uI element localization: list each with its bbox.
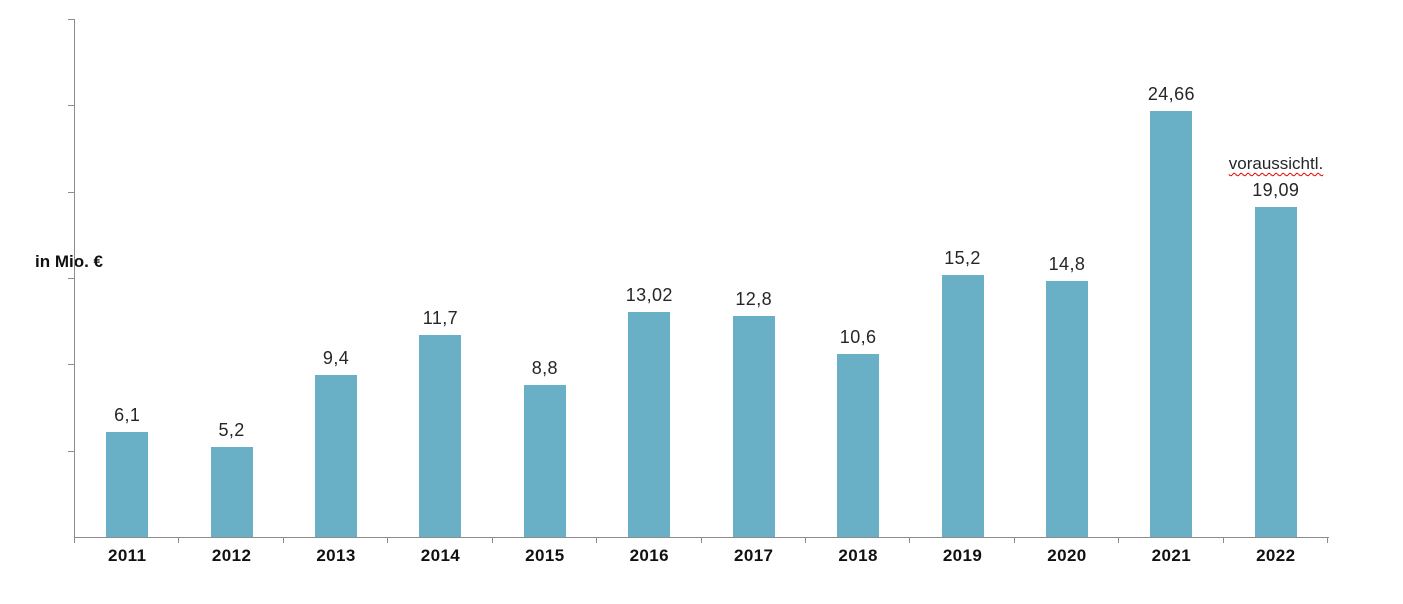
x-axis-tick	[1118, 537, 1119, 543]
category-label-2020: 2020	[1047, 546, 1087, 565]
category-label-2012: 2012	[211, 546, 252, 565]
category-label-2022: 2022	[1256, 546, 1296, 565]
plot-area: 6,1 2011 5,2 2012 9,4 2013 11,7 2014 8,8 2015 13,0…	[68, 19, 1329, 565]
bar-2016	[628, 312, 671, 537]
x-axis-tick	[283, 537, 284, 543]
value-label-2021: 24,66	[1147, 84, 1195, 105]
category-label-2011: 2011	[107, 546, 147, 565]
y-axis-tick	[68, 450, 75, 452]
annotation-voraussichtl: voraussichtl.	[1228, 154, 1324, 173]
category-label-2016: 2016	[629, 546, 669, 565]
bar-2011	[106, 431, 149, 537]
value-label-2018: 10,6	[839, 326, 877, 347]
y-axis-title: in Mio. €	[35, 252, 103, 271]
value-label-2011: 6,1	[114, 404, 141, 425]
bar-2022	[1254, 207, 1297, 537]
bar-2018	[837, 353, 880, 537]
x-axis-tick	[1223, 537, 1224, 543]
value-label-2016: 13,02	[625, 285, 673, 306]
y-axis-tick	[68, 278, 75, 279]
x-axis-tick	[74, 537, 75, 543]
category-label-2014: 2014	[420, 546, 461, 565]
value-label-2013: 9,4	[322, 347, 350, 368]
x-axis-tick	[909, 537, 910, 543]
category-label-2021: 2021	[1151, 546, 1192, 565]
x-axis-tick	[178, 537, 179, 543]
bar-2019	[941, 274, 984, 537]
category-label-2017: 2017	[733, 546, 774, 565]
bar-2017	[732, 315, 775, 537]
category-label-2018: 2018	[838, 546, 878, 565]
bar-2021	[1150, 111, 1193, 537]
x-axis-tick	[701, 537, 702, 543]
bar-2013	[315, 374, 358, 537]
value-label-2022: 19,09	[1252, 180, 1300, 201]
value-label-2020: 14,8	[1048, 254, 1086, 275]
category-label-2015: 2015	[525, 546, 565, 565]
y-axis-tick	[68, 364, 75, 366]
value-label-2019: 15,2	[944, 247, 981, 268]
value-label-2015: 8,8	[531, 358, 558, 379]
x-axis-tick	[1327, 537, 1328, 543]
value-label-2017: 12,8	[735, 288, 773, 309]
bar-2015	[523, 385, 566, 537]
y-axis-tick	[68, 191, 75, 193]
bar-2020	[1045, 281, 1088, 537]
x-axis-tick	[492, 537, 493, 543]
value-label-2014: 11,7	[422, 307, 459, 328]
y-axis-tick	[68, 19, 75, 20]
x-axis-tick	[596, 537, 597, 543]
value-label-2012: 5,2	[218, 420, 245, 441]
bar-2012	[210, 447, 253, 537]
x-axis-tick	[1014, 537, 1015, 543]
category-label-2013: 2013	[316, 546, 356, 565]
y-axis-tick	[68, 105, 75, 107]
x-axis-tick	[387, 537, 388, 543]
x-axis-tick	[805, 537, 806, 543]
bar-2014	[419, 334, 462, 537]
category-label-2019: 2019	[942, 546, 983, 565]
